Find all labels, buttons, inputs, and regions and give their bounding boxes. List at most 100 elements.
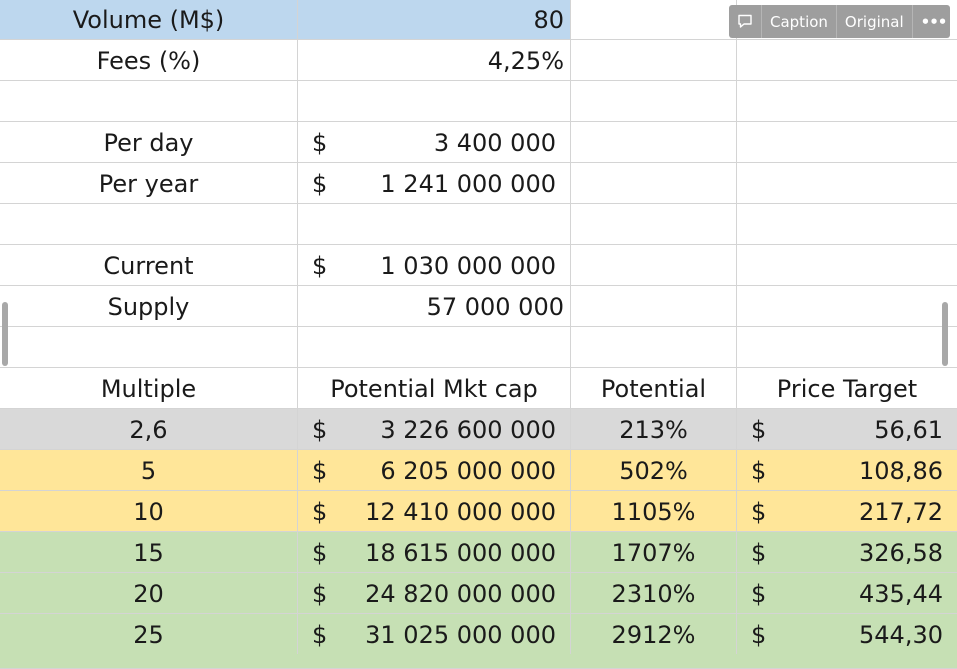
sheet-row-empty xyxy=(0,327,957,368)
cell-empty[interactable] xyxy=(298,204,571,244)
more-options-button[interactable]: ••• xyxy=(920,12,948,31)
table-row: 2,6 $ 3 226 600 000 213% $ 56,61 xyxy=(0,409,957,450)
cell-price-target[interactable]: $ 326,58 xyxy=(737,532,957,572)
cell-per-day-value[interactable]: $ 3 400 000 xyxy=(298,122,571,162)
cell-per-year-label[interactable]: Per year xyxy=(0,163,298,203)
caption-button[interactable]: Caption xyxy=(762,5,837,38)
currency-symbol: $ xyxy=(751,457,767,485)
image-overlay-toolbar: Caption Original ••• xyxy=(729,5,950,38)
mkt-cap-value: 31 025 000 000 xyxy=(365,621,556,649)
cell-multiple[interactable]: 2,6 xyxy=(0,409,298,449)
sheet-row-per-year: Per year $ 1 241 000 000 xyxy=(0,163,957,204)
sheet-row-current: Current $ 1 030 000 000 xyxy=(0,245,957,286)
mkt-cap-value: 18 615 000 000 xyxy=(365,539,556,567)
mkt-cap-value: 6 205 000 000 xyxy=(380,457,556,485)
cell-empty[interactable] xyxy=(0,204,298,244)
comment-icon xyxy=(738,14,752,28)
supply-value-text: 57 000 000 xyxy=(426,293,564,321)
currency-symbol: $ xyxy=(312,498,328,526)
cell-multiple[interactable]: 5 xyxy=(0,450,298,490)
cell-mkt-cap[interactable]: $ 24 820 000 000 xyxy=(298,573,571,613)
cell-empty[interactable] xyxy=(571,286,737,326)
currency-symbol: $ xyxy=(751,580,767,608)
cell-potential[interactable]: 502% xyxy=(571,450,737,490)
table-row: 5 $ 6 205 000 000 502% $ 108,86 xyxy=(0,450,957,491)
cell-empty[interactable] xyxy=(571,204,737,244)
currency-symbol: $ xyxy=(751,539,767,567)
cell-potential[interactable]: 2310% xyxy=(571,573,737,613)
sheet-row-volume: Volume (M$) 80 xyxy=(0,0,957,40)
cell-mkt-cap[interactable]: $ 18 615 000 000 xyxy=(298,532,571,572)
cell-empty[interactable] xyxy=(737,245,957,285)
cell-multiple[interactable]: 15 xyxy=(0,532,298,572)
currency-symbol: $ xyxy=(312,129,328,157)
cell-price-target[interactable]: $ 544,30 xyxy=(737,614,957,654)
cell-empty[interactable] xyxy=(737,204,957,244)
cell-multiple[interactable]: 25 xyxy=(0,614,298,654)
cell-current-label[interactable]: Current xyxy=(0,245,298,285)
cell-supply-label[interactable]: Supply xyxy=(0,286,298,326)
cell-volume-value[interactable]: 80 xyxy=(298,0,571,39)
price-target-value: 217,72 xyxy=(859,498,943,526)
cell-empty[interactable] xyxy=(0,81,298,121)
cell-price-target[interactable]: $ 217,72 xyxy=(737,491,957,531)
cell-empty[interactable] xyxy=(571,81,737,121)
cell-potential[interactable]: 213% xyxy=(571,409,737,449)
left-scroll-handle[interactable] xyxy=(2,302,8,366)
cell-potential[interactable]: 1105% xyxy=(571,491,737,531)
header-price-target[interactable]: Price Target xyxy=(776,375,918,403)
cell-mkt-cap[interactable]: $ 31 025 000 000 xyxy=(298,614,571,654)
cell-empty[interactable] xyxy=(298,327,571,367)
currency-symbol: $ xyxy=(312,416,328,444)
price-target-value: 326,58 xyxy=(859,539,943,567)
cell-empty[interactable] xyxy=(571,40,737,80)
cell-empty[interactable] xyxy=(737,122,957,162)
sheet-row-per-day: Per day $ 3 400 000 xyxy=(0,122,957,163)
mkt-cap-value: 12 410 000 000 xyxy=(365,498,556,526)
cell-supply-value[interactable]: 57 000 000 xyxy=(298,286,571,326)
cell-price-target[interactable]: $ 108,86 xyxy=(737,450,957,490)
per-year-value-text: 1 241 000 000 xyxy=(380,170,556,198)
sheet-row-empty xyxy=(0,204,957,245)
cell-empty[interactable] xyxy=(737,40,957,80)
cell-multiple[interactable]: 20 xyxy=(0,573,298,613)
original-button[interactable]: Original xyxy=(837,5,913,38)
cell-empty[interactable] xyxy=(571,122,737,162)
cell-potential[interactable]: 2912% xyxy=(571,614,737,654)
cell-potential[interactable]: 1707% xyxy=(571,532,737,572)
cell-fees-label[interactable]: Fees (%) xyxy=(0,40,298,80)
sheet-row-supply: Supply 57 000 000 xyxy=(0,286,957,327)
cell-fees-value[interactable]: 4,25% xyxy=(298,40,571,80)
right-scroll-handle[interactable] xyxy=(942,302,948,366)
mkt-cap-value: 3 226 600 000 xyxy=(380,416,556,444)
cell-empty[interactable] xyxy=(737,163,957,203)
cell-per-day-label[interactable]: Per day xyxy=(0,122,298,162)
cell-empty[interactable] xyxy=(737,327,957,367)
sheet-row-fees: Fees (%) 4,25% xyxy=(0,40,957,81)
cell-empty[interactable] xyxy=(0,327,298,367)
cell-volume-label[interactable]: Volume (M$) xyxy=(0,0,298,39)
cell-empty[interactable] xyxy=(737,286,957,326)
cell-empty[interactable] xyxy=(571,327,737,367)
cell-price-target[interactable]: $ 56,61 xyxy=(737,409,957,449)
header-potential[interactable]: Potential xyxy=(571,368,737,408)
cell-current-value[interactable]: $ 1 030 000 000 xyxy=(298,245,571,285)
cell-empty[interactable] xyxy=(571,0,737,39)
header-potential-mkt-cap[interactable]: Potential Mkt cap xyxy=(298,368,571,408)
cell-empty[interactable] xyxy=(298,81,571,121)
price-target-value: 544,30 xyxy=(859,621,943,649)
table-header-row: Multiple Potential Mkt cap Potential Pri… xyxy=(0,368,957,409)
cell-empty[interactable] xyxy=(571,245,737,285)
currency-symbol: $ xyxy=(751,416,767,444)
cell-mkt-cap[interactable]: $ 6 205 000 000 xyxy=(298,450,571,490)
cell-empty[interactable] xyxy=(737,81,957,121)
cell-empty[interactable] xyxy=(571,163,737,203)
cell-mkt-cap[interactable]: $ 3 226 600 000 xyxy=(298,409,571,449)
comment-button[interactable] xyxy=(729,5,762,38)
cell-multiple[interactable]: 10 xyxy=(0,491,298,531)
cell-per-year-value[interactable]: $ 1 241 000 000 xyxy=(298,163,571,203)
current-value-text: 1 030 000 000 xyxy=(380,252,556,280)
header-multiple[interactable]: Multiple xyxy=(0,368,298,408)
cell-price-target[interactable]: $ 435,44 xyxy=(737,573,957,613)
cell-mkt-cap[interactable]: $ 12 410 000 000 xyxy=(298,491,571,531)
